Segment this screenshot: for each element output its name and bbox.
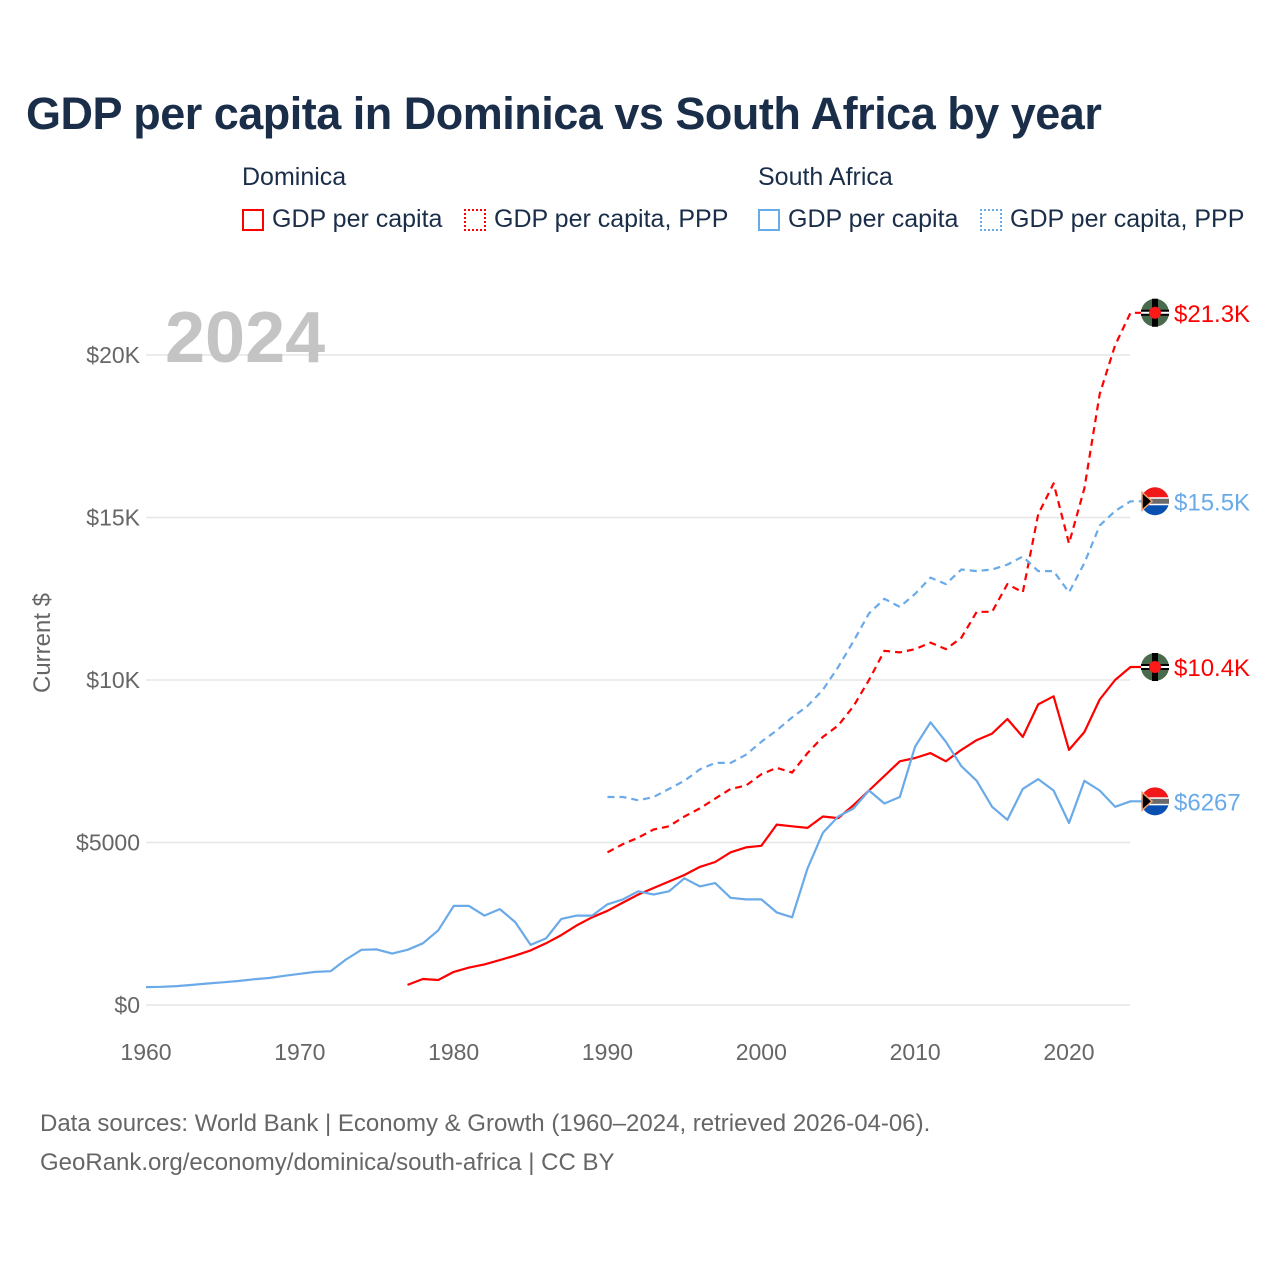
x-tick-label: 1990 (582, 1039, 633, 1065)
y-tick-label: $15K (86, 505, 140, 531)
y-axis-label: Current $ (29, 593, 56, 693)
legend-label: GDP per capita (788, 205, 959, 233)
south-africa-flag-icon (1141, 487, 1169, 516)
legend-item-south-africa-ppp[interactable]: GDP per capita, PPP (980, 205, 1244, 234)
series-line (145, 721, 1143, 989)
end-value-label: $15.5K (1174, 489, 1250, 516)
south-africa-flag-icon (1141, 787, 1169, 816)
legend-swatch-solid (242, 208, 264, 231)
series-line (607, 500, 1143, 802)
legend-item-dominica-ppp[interactable]: GDP per capita, PPP (464, 205, 728, 234)
x-tick-label: 1970 (274, 1039, 325, 1065)
end-value-label: $6267 (1174, 789, 1241, 816)
legend-swatch-solid (758, 208, 780, 231)
x-tick-label: 1960 (120, 1039, 171, 1065)
legend-label: GDP per capita, PPP (1010, 205, 1245, 233)
legend-swatch-dotted (980, 208, 1002, 231)
legend-group-dominica: Dominica (242, 163, 347, 191)
x-tick-label: 2000 (736, 1039, 787, 1065)
end-value-label: $10.4K (1174, 655, 1250, 682)
y-tick-label: $5000 (76, 830, 140, 856)
series-line (407, 665, 1143, 986)
end-value-label: $21.3K (1174, 301, 1250, 328)
year-watermark: 2024 (165, 298, 325, 378)
legend-group-south-africa: South Africa (758, 163, 893, 191)
legend-label: GDP per capita (272, 205, 443, 233)
legend-item-dominica-gdp[interactable]: GDP per capita (242, 205, 442, 234)
x-tick-label: 2010 (890, 1039, 941, 1065)
x-tick-label: 2020 (1043, 1039, 1094, 1065)
x-tick-label: 1980 (428, 1039, 479, 1065)
y-tick-label: $0 (114, 992, 140, 1018)
dominica-flag-icon (1141, 298, 1169, 327)
dominica-flag-icon (1141, 653, 1169, 681)
legend-item-south-africa-gdp[interactable]: GDP per capita (758, 205, 958, 234)
footer-link[interactable]: GeoRank.org/economy/dominica/south-afric… (40, 1149, 615, 1176)
chart-title: GDP per capita in Dominica vs South Afri… (26, 88, 1102, 139)
y-tick-label: $10K (86, 667, 140, 693)
series-line (606, 311, 1143, 854)
footer-sources: Data sources: World Bank | Economy & Gro… (40, 1110, 931, 1137)
legend-swatch-dotted (464, 208, 486, 231)
y-tick-label: $20K (86, 342, 140, 368)
legend-label: GDP per capita, PPP (494, 205, 729, 233)
